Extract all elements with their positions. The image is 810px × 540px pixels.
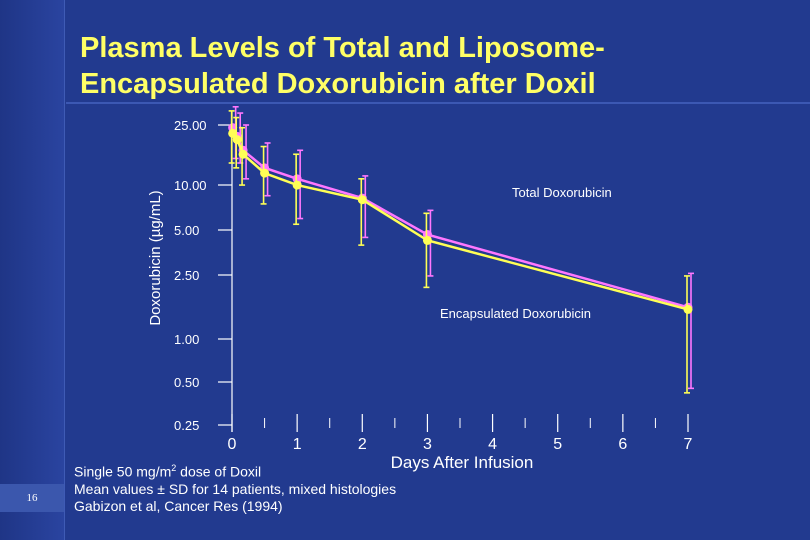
title-rule [66, 102, 810, 104]
y-tick-label: 0.50 [174, 375, 199, 390]
y-tick-label: 25.00 [174, 118, 207, 133]
y-tick-label: 10.00 [174, 178, 207, 193]
slide-number: 16 [0, 484, 64, 512]
left-strip [0, 0, 64, 540]
title-line-2: Encapsulated Doxorubicin after Doxil [80, 68, 596, 100]
encapsulated-series-label: Encapsulated Doxorubicin [440, 306, 591, 321]
dose-note: Single 50 mg/m2 dose of Doxil [74, 460, 396, 481]
encapsulated-data-point [232, 135, 242, 145]
x-tick-label: 2 [358, 436, 367, 453]
dose-note-sup: 2 [171, 463, 177, 473]
encapsulated-data-point [292, 180, 302, 190]
encapsulated-series-line [231, 132, 689, 311]
encapsulated-data-point [228, 128, 238, 138]
total-series-line [231, 127, 689, 309]
x-tick-label: 7 [684, 436, 693, 453]
dose-note-tail: dose of Doxil [176, 463, 262, 480]
encapsulated-data-point [260, 168, 270, 178]
citation-note: Gabizon et al, Cancer Res (1994) [74, 497, 283, 514]
x-axis-label: Days After Infusion [391, 453, 534, 472]
y-tick-label: 1.00 [174, 332, 199, 347]
x-tick-label: 1 [293, 436, 302, 453]
stats-note: Mean values ± SD for 14 patients, mixed … [74, 480, 397, 497]
slide-title: Plasma Levels of Total and Liposome- Enc… [80, 30, 800, 102]
total-series-label: Total Doxorubicin [512, 185, 612, 200]
encapsulated-data-point [357, 195, 367, 205]
encapsulated-data-point [422, 235, 432, 245]
y-axis-label: Doxorubicin (µg/mL) [147, 190, 164, 325]
left-divider [64, 0, 65, 540]
dose-note-text: Single 50 mg/m [74, 463, 172, 480]
x-tick-label: 3 [423, 436, 432, 453]
title-line-1: Plasma Levels of Total and Liposome- [80, 32, 605, 64]
x-tick-label: 5 [553, 436, 562, 453]
x-tick-label: 6 [618, 436, 627, 453]
y-tick-label: 5.00 [174, 223, 199, 238]
encapsulated-data-point [238, 149, 248, 159]
footnotes: Single 50 mg/m2 dose of Doxil Mean value… [74, 460, 396, 515]
y-tick-label: 0.25 [174, 418, 199, 433]
x-tick-label: 0 [228, 436, 237, 453]
total-data-point [292, 174, 302, 184]
encapsulated-data-point [683, 304, 693, 314]
y-tick-label: 2.50 [174, 268, 199, 283]
x-tick-label: 4 [488, 436, 497, 453]
